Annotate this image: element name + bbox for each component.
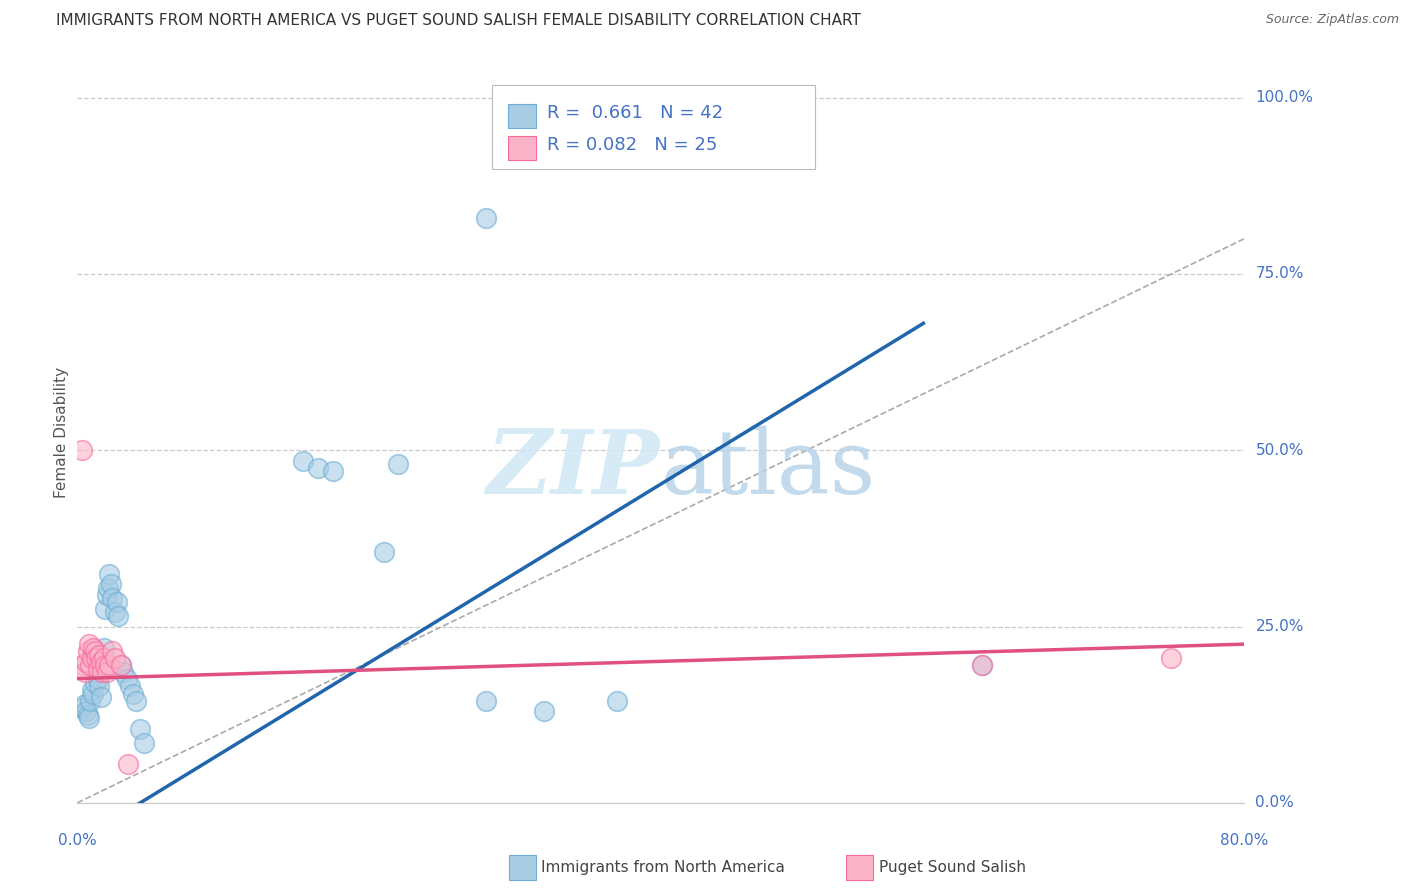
Point (84, 665, 107, 680)
Point (101, 644, 124, 658)
Point (111, 665, 134, 680)
Point (96, 665, 118, 680)
Point (89, 648, 111, 662)
Text: atlas: atlas (661, 426, 876, 513)
Point (83, 644, 105, 658)
Point (101, 591, 124, 606)
Point (90, 690, 112, 704)
Text: 0.0%: 0.0% (58, 833, 97, 848)
Point (70, 700, 93, 714)
Point (76, 644, 98, 658)
Point (115, 673, 138, 687)
Point (90, 655, 112, 669)
Point (107, 609, 129, 624)
Text: R =  0.661   N = 42: R = 0.661 N = 42 (547, 104, 723, 122)
Point (606, 693, 628, 707)
Text: 75.0%: 75.0% (1256, 267, 1303, 282)
Point (118, 680, 141, 694)
Point (387, 458, 409, 472)
Text: 100.0%: 100.0% (1256, 90, 1313, 105)
Point (80, 683, 103, 698)
Point (83, 676, 105, 690)
Point (104, 606, 127, 620)
Point (73, 665, 96, 680)
Point (307, 461, 329, 475)
Point (98, 658, 121, 673)
Point (104, 651, 127, 665)
Point (72, 658, 94, 673)
Text: 0.0%: 0.0% (1256, 796, 1294, 810)
Point (93, 640, 115, 655)
Point (98, 566, 121, 581)
Point (121, 686, 143, 700)
Point (73, 697, 96, 711)
Point (91, 662, 114, 676)
Point (110, 658, 132, 673)
Point (77, 637, 100, 651)
Point (89, 680, 111, 694)
Point (94, 602, 117, 616)
Point (134, 736, 156, 750)
Text: Puget Sound Salish: Puget Sound Salish (879, 860, 1026, 874)
Point (84, 651, 107, 665)
Point (80, 651, 103, 665)
Point (87, 673, 110, 687)
Point (94, 658, 117, 673)
Point (82, 640, 104, 655)
Text: 50.0%: 50.0% (1256, 442, 1303, 458)
Point (110, 658, 132, 673)
Point (475, 693, 498, 707)
Point (70, 443, 93, 458)
Point (96, 588, 118, 602)
Text: Immigrants from North America: Immigrants from North America (541, 860, 785, 874)
Point (79, 693, 101, 707)
Text: IMMIGRANTS FROM NORTH AMERICA VS PUGET SOUND SALISH FEMALE DISABILITY CORRELATIO: IMMIGRANTS FROM NORTH AMERICA VS PUGET S… (56, 13, 860, 29)
Point (91, 665, 114, 680)
Point (533, 704, 555, 718)
Point (87, 662, 110, 676)
Text: R = 0.082   N = 25: R = 0.082 N = 25 (547, 136, 717, 154)
Point (76, 707, 98, 722)
Point (97, 581, 120, 595)
Point (970, 658, 993, 673)
Point (75, 704, 97, 718)
Text: ZIP: ZIP (488, 426, 661, 513)
Point (100, 577, 122, 591)
Point (75, 655, 97, 669)
Point (1160, 651, 1182, 665)
Point (970, 658, 993, 673)
Text: 25.0%: 25.0% (1256, 619, 1303, 634)
Point (475, 211, 498, 225)
Point (117, 757, 139, 772)
Y-axis label: Female Disability: Female Disability (53, 367, 69, 499)
Point (124, 693, 148, 707)
Point (373, 545, 395, 559)
Point (93, 651, 115, 665)
Text: 80.0%: 80.0% (1220, 833, 1268, 848)
Text: Source: ZipAtlas.com: Source: ZipAtlas.com (1265, 13, 1399, 27)
Point (105, 595, 128, 609)
Point (322, 464, 344, 478)
Point (79, 658, 101, 673)
Point (129, 722, 152, 736)
Point (292, 454, 315, 468)
Point (77, 711, 100, 725)
Point (82, 686, 104, 700)
